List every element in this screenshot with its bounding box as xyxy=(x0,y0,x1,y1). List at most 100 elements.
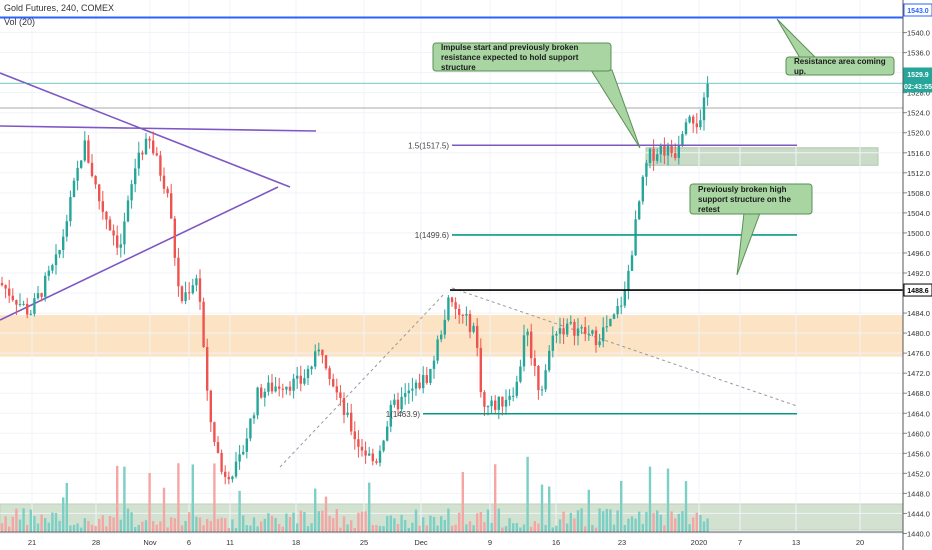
candle-body xyxy=(533,358,536,367)
y-tick-label: 1508.0 xyxy=(907,189,930,198)
candle-body xyxy=(425,375,428,383)
volume-bar xyxy=(328,515,331,532)
candle-body xyxy=(0,283,4,286)
candle-body xyxy=(87,140,90,163)
candle-body xyxy=(62,236,65,251)
volume-bar xyxy=(630,516,634,532)
volume-bar xyxy=(458,512,461,532)
candle-body xyxy=(342,397,346,415)
volume-bar xyxy=(180,525,184,532)
volume-bar xyxy=(278,523,281,532)
volume-bar xyxy=(198,517,202,532)
candle-body xyxy=(173,218,176,258)
volume-bar xyxy=(407,527,410,532)
volume-bar xyxy=(285,513,288,532)
candle-body xyxy=(396,399,400,410)
candle-body xyxy=(144,138,148,155)
candle-body xyxy=(681,134,684,145)
price-tag-countdown-text: 02:43:55 xyxy=(904,84,932,91)
candle-body xyxy=(18,303,22,305)
candle-body xyxy=(436,339,439,361)
y-tick-label: 1536.0 xyxy=(907,49,930,58)
candle-body xyxy=(602,327,605,342)
candle-body xyxy=(148,138,151,141)
candle-body xyxy=(641,176,644,202)
candle-body xyxy=(702,97,706,121)
volume-bar xyxy=(260,521,263,532)
fib-level-1-upper-label: 1(1499.6) xyxy=(415,231,450,240)
volume-bar xyxy=(267,513,270,532)
candle-body xyxy=(375,461,378,463)
volume-bar xyxy=(159,521,162,532)
volume-bar xyxy=(299,510,302,532)
volume-bar xyxy=(69,525,72,532)
volume-bar xyxy=(584,526,587,532)
volume-bar xyxy=(569,512,572,532)
volume-bar xyxy=(677,513,680,532)
volume-bar xyxy=(663,525,666,532)
x-tick-label: 25 xyxy=(360,538,368,547)
volume-bar xyxy=(137,524,140,532)
volume-bar xyxy=(350,520,353,532)
volume-bar xyxy=(364,511,367,532)
horizontal-resistance-line xyxy=(0,125,317,132)
callout-broken-high-text-line: retest xyxy=(698,205,720,214)
candle-body xyxy=(33,298,36,314)
volume-bar xyxy=(684,481,688,532)
y-tick-label: 1460.0 xyxy=(907,429,930,438)
callout-resistance-area-box xyxy=(785,56,895,76)
callout-impulse-start-text-line: structure xyxy=(441,63,476,72)
fib-level-1-5-label: 1.5(1517.5) xyxy=(408,141,449,150)
candle-body xyxy=(155,153,158,156)
candle-body xyxy=(22,303,25,305)
callout-impulse-start-box xyxy=(432,42,612,72)
volume-bar xyxy=(83,518,86,532)
fib-projection-fall xyxy=(451,287,798,407)
candle-body xyxy=(252,415,256,419)
candle-body xyxy=(450,297,454,303)
volume-bar xyxy=(173,518,176,532)
candle-body xyxy=(40,293,43,297)
candle-body xyxy=(288,386,292,391)
candle-body xyxy=(501,396,504,407)
candle-body xyxy=(461,314,464,316)
candle-body xyxy=(490,400,493,407)
volume-bar xyxy=(566,523,569,532)
candle-body xyxy=(72,180,76,198)
volume-bar xyxy=(616,510,619,532)
candle-body xyxy=(594,330,598,346)
candle-body xyxy=(216,442,220,453)
price-tag-broken-high-text: 1488.6 xyxy=(907,288,929,295)
y-tick-label: 1480.0 xyxy=(907,329,930,338)
price-tag-last-text: 1529.9 xyxy=(907,72,929,79)
callout-impulse-start-text-line: resistance expected to hold support xyxy=(441,53,579,62)
candle-body xyxy=(378,450,382,463)
volume-bar xyxy=(638,511,641,532)
volume-bar xyxy=(368,482,371,532)
candle-body xyxy=(180,286,184,302)
candle-body xyxy=(573,321,576,336)
volume-bar xyxy=(216,518,220,532)
volume-bar xyxy=(594,527,598,532)
volume-bar xyxy=(249,525,252,532)
y-tick-label: 1472.0 xyxy=(907,369,930,378)
candle-body xyxy=(191,285,194,294)
volume-bar xyxy=(375,525,378,532)
volume-bar xyxy=(317,511,320,532)
candle-body xyxy=(504,399,508,407)
candle-body xyxy=(184,292,187,302)
volume-indicator-label: Vol (20) xyxy=(4,17,36,27)
volume-bar xyxy=(699,515,702,532)
candle-body xyxy=(382,440,385,451)
volume-bar xyxy=(292,512,295,532)
volume-bar xyxy=(65,482,68,532)
volume-bar xyxy=(191,464,194,532)
y-tick-label: 1456.0 xyxy=(907,449,930,458)
candle-body xyxy=(584,327,587,334)
candle-body xyxy=(335,386,338,393)
candle-body xyxy=(263,391,266,398)
volume-bar xyxy=(148,472,151,532)
volume-bar xyxy=(29,509,32,532)
candle-body xyxy=(393,399,396,405)
